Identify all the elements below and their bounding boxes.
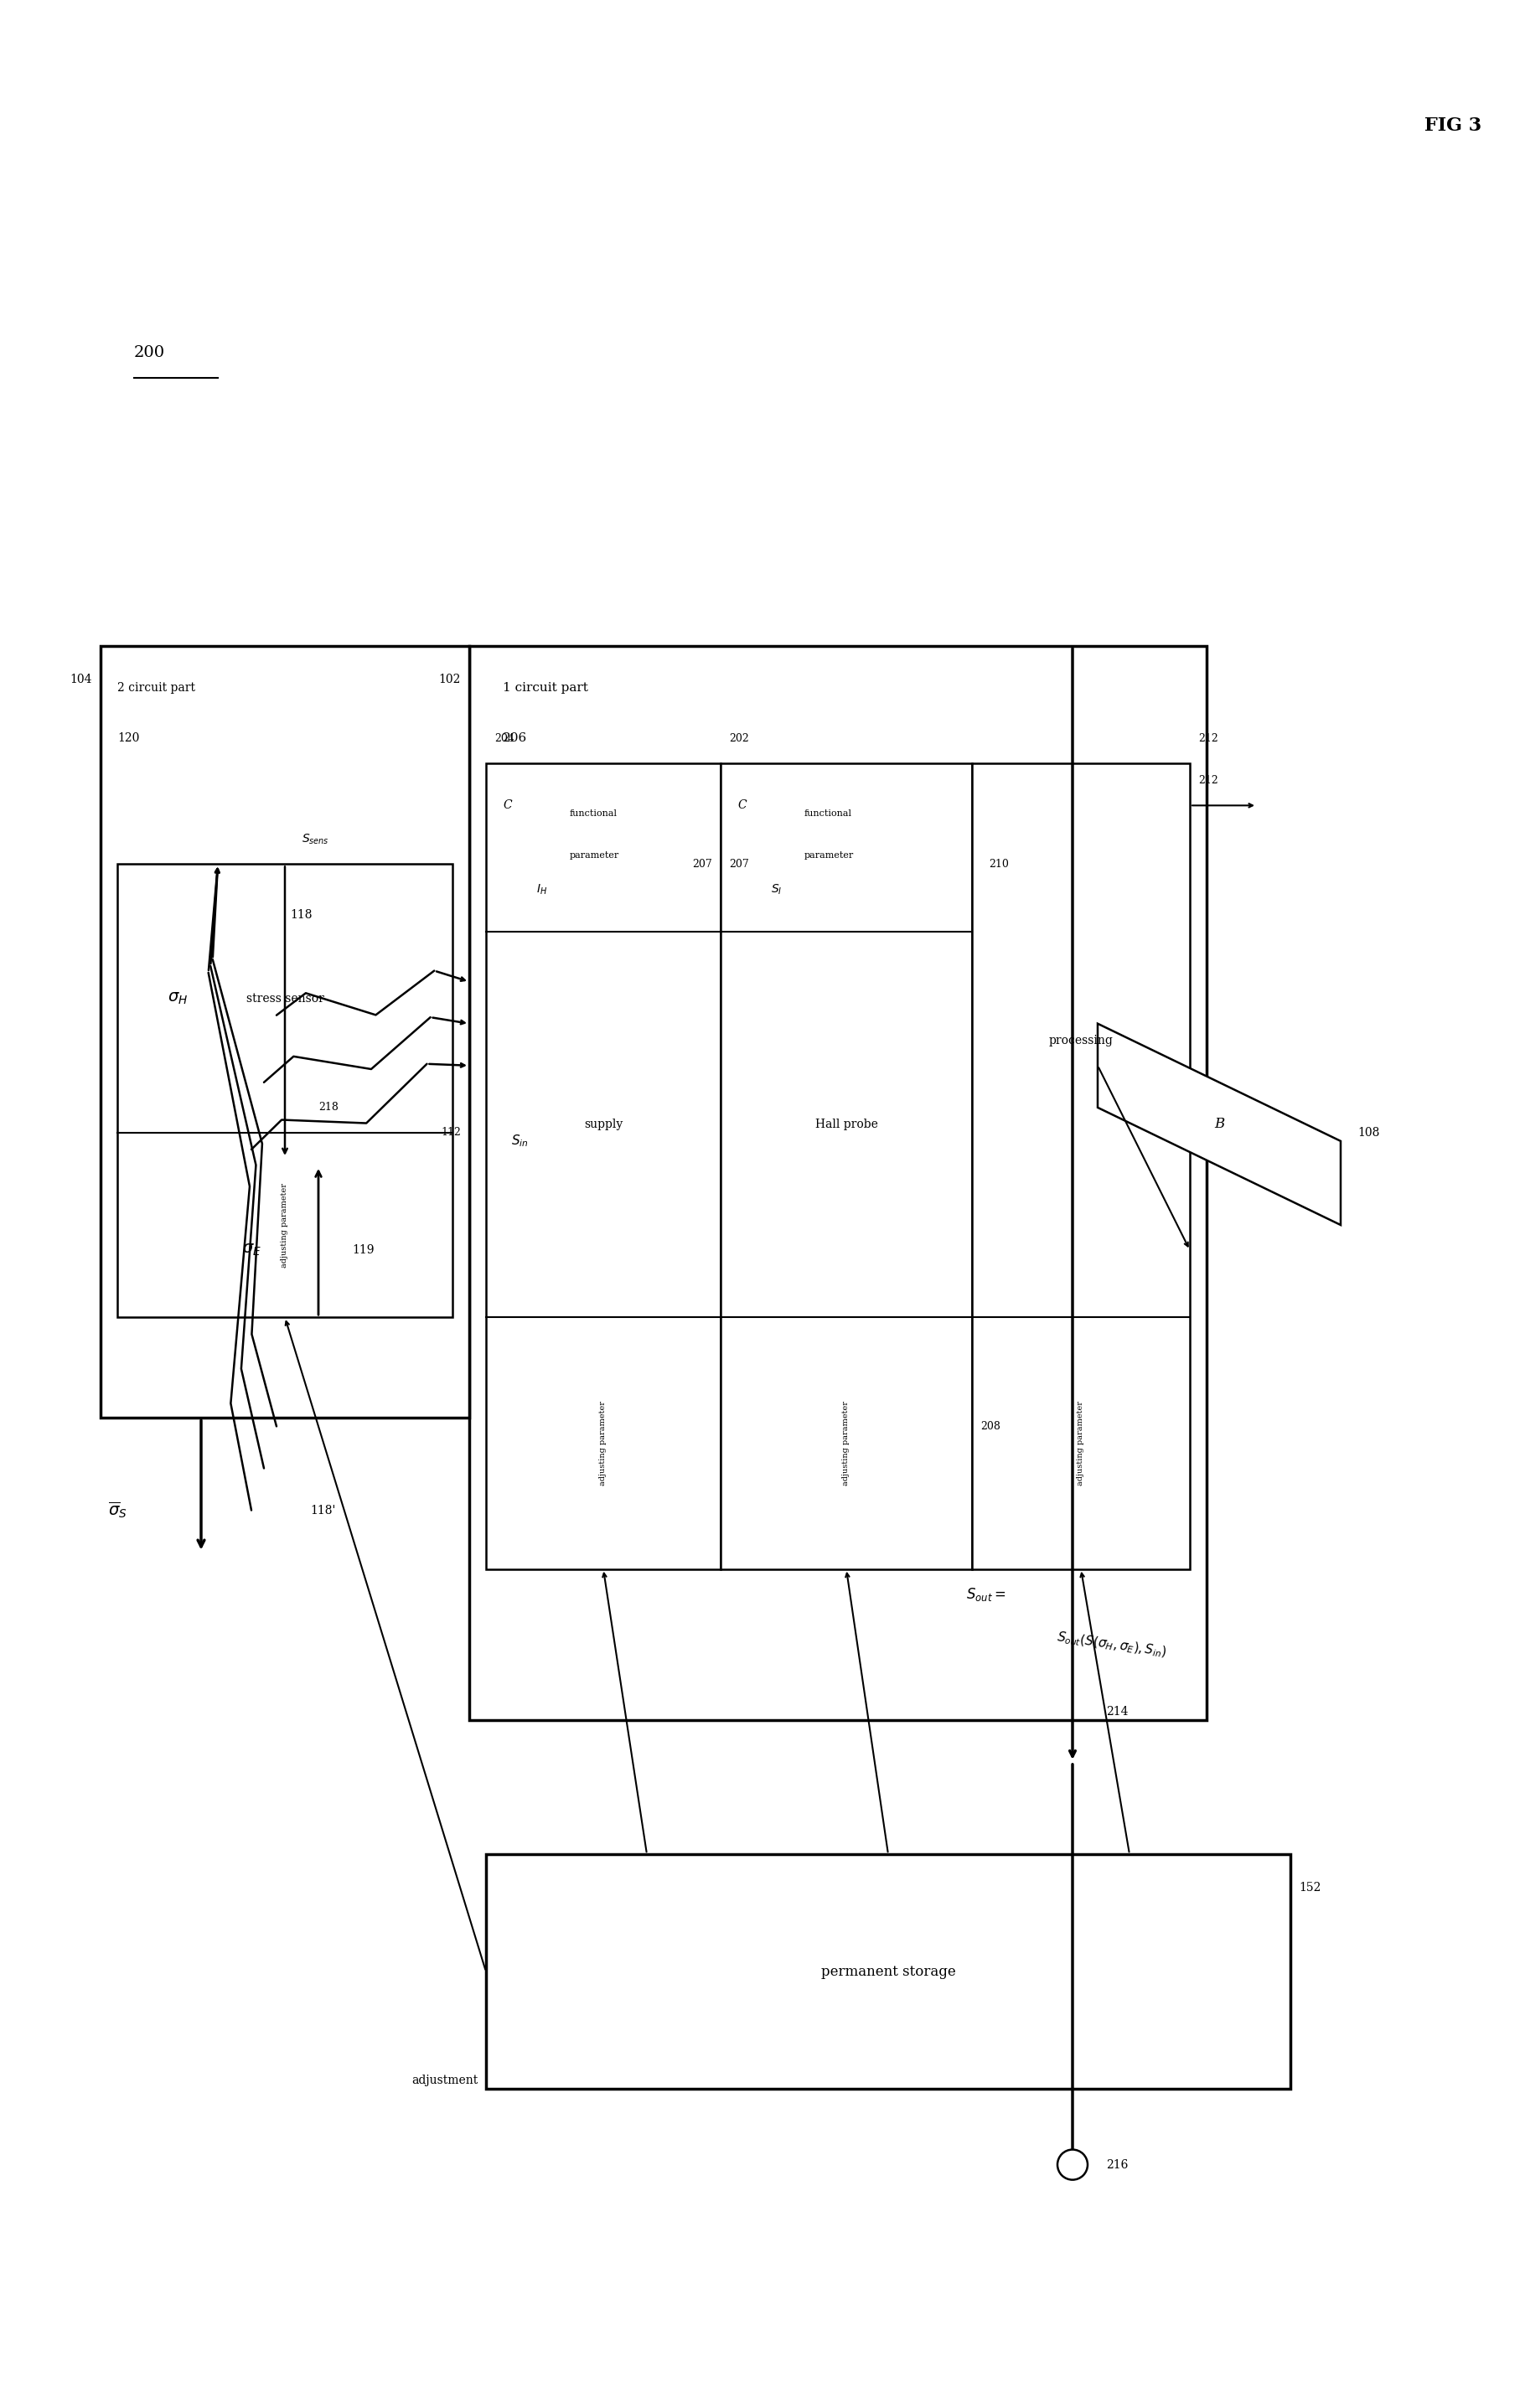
Text: parameter: parameter [804, 852, 854, 860]
Bar [486, 1854, 1290, 2090]
Text: 152: 152 [1299, 1883, 1321, 1893]
Text: B: B [1214, 1117, 1225, 1132]
Text: $S_I$: $S_I$ [770, 881, 782, 896]
Text: 208: 208 [981, 1421, 1000, 1433]
Text: 119: 119 [352, 1245, 374, 1257]
Bar [101, 645, 470, 1418]
Text: parameter: parameter [570, 852, 619, 860]
Text: 214: 214 [1106, 1705, 1128, 1717]
Text: 207: 207 [729, 860, 749, 869]
Text: adjusting parameter: adjusting parameter [281, 1182, 288, 1267]
Text: $\overline{\sigma}_S$: $\overline{\sigma}_S$ [108, 1500, 127, 1519]
Text: stress sensor: stress sensor [246, 992, 323, 1004]
Text: permanent storage: permanent storage [820, 1965, 956, 1979]
Text: 212: 212 [1199, 775, 1218, 785]
Text: 216: 216 [1106, 2160, 1128, 2170]
Text: adjusting parameter: adjusting parameter [842, 1401, 849, 1486]
Text: 118': 118' [310, 1505, 336, 1517]
Text: $S_{in}$: $S_{in}$ [511, 1134, 529, 1149]
Text: 2 circuit part: 2 circuit part [117, 681, 195, 694]
Bar [721, 763, 971, 1570]
Text: $\sigma_H$: $\sigma_H$ [168, 990, 188, 1007]
Text: 1 circuit part: 1 circuit part [503, 681, 589, 694]
Text: $\sigma_E$: $\sigma_E$ [242, 1243, 261, 1257]
Text: 202: 202 [729, 732, 749, 744]
Text: C: C [503, 799, 512, 811]
Circle shape [1057, 2150, 1087, 2179]
Text: 206: 206 [503, 732, 528, 744]
Polygon shape [1098, 1023, 1340, 1226]
Text: 118: 118 [291, 908, 313, 920]
Text: Hall probe: Hall probe [814, 1117, 878, 1129]
Text: processing: processing [1049, 1035, 1113, 1045]
Text: C: C [738, 799, 746, 811]
Text: 102: 102 [439, 674, 461, 686]
Text: $S_{sens}$: $S_{sens}$ [302, 833, 329, 845]
Text: adjusting parameter: adjusting parameter [1077, 1401, 1084, 1486]
Text: $S_{out}(S(\sigma_H, \sigma_E), S_{in})$: $S_{out}(S(\sigma_H, \sigma_E), S_{in})$ [1055, 1630, 1168, 1659]
Text: adjusting parameter: adjusting parameter [599, 1401, 607, 1486]
Text: 210: 210 [988, 860, 1008, 869]
Text: 112: 112 [441, 1127, 461, 1139]
Text: functional: functional [804, 809, 852, 819]
Text: adjustment: adjustment [412, 2076, 477, 2088]
Text: 218: 218 [319, 1103, 339, 1112]
Text: 108: 108 [1357, 1127, 1380, 1139]
Text: $S_{out}=$: $S_{out}=$ [965, 1587, 1005, 1604]
Bar [117, 864, 453, 1317]
Bar [971, 763, 1190, 1570]
Text: FIG 3: FIG 3 [1424, 116, 1481, 135]
Bar [470, 645, 1206, 1719]
Bar [486, 763, 721, 1570]
Text: 200: 200 [134, 344, 165, 359]
Text: 207: 207 [692, 860, 712, 869]
Text: $I_H$: $I_H$ [537, 881, 547, 896]
Text: 212: 212 [1199, 732, 1218, 744]
Text: 204: 204 [494, 732, 514, 744]
Text: 120: 120 [117, 732, 139, 744]
Text: 104: 104 [70, 674, 91, 686]
Text: supply: supply [584, 1117, 622, 1129]
Text: functional: functional [570, 809, 618, 819]
